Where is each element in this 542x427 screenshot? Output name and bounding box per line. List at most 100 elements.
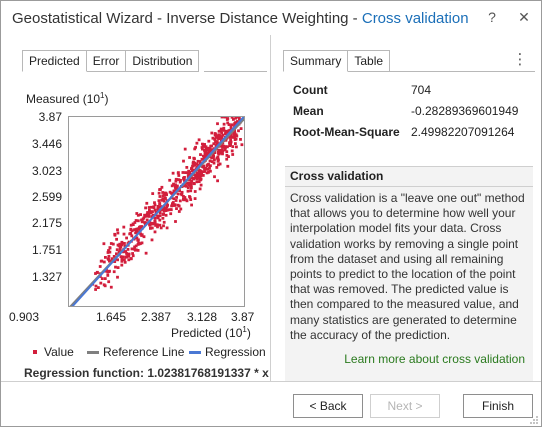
scatter-point <box>97 286 100 289</box>
scatter-point <box>137 242 140 246</box>
scatter-point <box>210 156 214 160</box>
scatter-point <box>209 149 213 153</box>
scatter-point <box>162 220 166 224</box>
scatter-point <box>191 164 194 168</box>
y-tick: 3.87 <box>38 110 62 124</box>
scatter-point <box>175 187 179 190</box>
footer-bar <box>1 381 541 426</box>
more-options-icon[interactable]: ⋮ <box>512 51 528 68</box>
scatter-point <box>187 182 191 185</box>
scatter-point <box>223 148 227 152</box>
line-swatch-icon <box>87 351 99 354</box>
y-tick: 2.599 <box>31 190 62 204</box>
x-tick: 2.387 <box>141 310 172 324</box>
scatter-point <box>205 171 209 175</box>
scatter-point <box>162 224 165 228</box>
scatter-point <box>152 222 155 225</box>
scatter-point <box>198 187 202 191</box>
learn-more-link[interactable]: Learn more about cross validation <box>344 352 525 366</box>
scatter-point <box>236 117 240 119</box>
scatter-point <box>214 140 217 144</box>
scatter-point <box>234 137 238 141</box>
scatter-point <box>129 227 133 231</box>
scatter-point <box>201 147 204 151</box>
scatter-point <box>194 176 198 180</box>
scatter-point <box>178 180 182 184</box>
scatter-point <box>100 277 104 280</box>
scatter-point <box>206 151 210 155</box>
scatter-point <box>157 199 161 203</box>
scatter-point <box>180 190 184 194</box>
scatter-point <box>139 242 142 245</box>
scatter-point <box>162 205 166 209</box>
scatter-point <box>164 207 168 210</box>
scatter-point <box>136 249 140 252</box>
scatter-point <box>139 213 142 216</box>
scatter-point <box>178 189 181 192</box>
scatter-point <box>197 138 201 142</box>
scatter-point <box>187 172 190 176</box>
legend-label: Reference Line <box>103 345 185 359</box>
scatter-point <box>220 151 224 155</box>
back-button[interactable]: < Back <box>293 394 363 418</box>
close-button[interactable]: ✕ <box>513 6 535 28</box>
scatter-point <box>120 263 124 267</box>
finish-button[interactable]: Finish <box>463 394 533 418</box>
scatter-point <box>133 245 136 249</box>
scatter-point <box>235 145 238 149</box>
tab-distribution[interactable]: Distribution <box>126 50 200 72</box>
tab-predicted[interactable]: Predicted <box>22 50 87 72</box>
scatter-point <box>226 145 229 149</box>
scatter-point <box>151 192 155 195</box>
scatter-point <box>219 129 223 132</box>
tab-table[interactable]: Table <box>348 50 391 72</box>
scatter-point <box>154 224 157 227</box>
tab-error[interactable]: Error <box>86 50 127 72</box>
scatter-point <box>152 206 156 210</box>
scatter-point <box>176 203 180 207</box>
title-bar: Geostatistical Wizard - Inverse Distance… <box>1 1 541 35</box>
next-button[interactable]: Next > <box>370 394 440 418</box>
resize-grip-icon[interactable] <box>529 415 539 425</box>
scatter-point <box>195 141 199 145</box>
scatter-point <box>220 135 224 138</box>
help-button[interactable]: ? <box>488 9 496 25</box>
scatter-point <box>190 179 194 183</box>
summary-value: 2.49982207091264 <box>411 125 515 139</box>
scatter-point <box>206 153 209 157</box>
scatter-point <box>161 197 165 200</box>
y-axis-label-exponent: 1 <box>100 91 105 100</box>
scatter-point <box>142 235 146 239</box>
scatter-plot[interactable] <box>68 116 245 307</box>
scatter-point <box>195 180 199 184</box>
scatter-point <box>213 132 217 135</box>
scatter-point <box>231 153 235 156</box>
scatter-point <box>230 135 234 139</box>
scatter-point <box>195 162 198 166</box>
scatter-point <box>123 258 126 262</box>
scatter-point <box>220 144 224 148</box>
scatter-point <box>215 166 219 169</box>
scatter-point <box>118 248 122 251</box>
tab-summary[interactable]: Summary <box>283 50 349 72</box>
window-title: Geostatistical Wizard - Inverse Distance… <box>12 10 469 27</box>
scatter-point <box>164 213 168 217</box>
scatter-point <box>199 178 202 182</box>
scatter-point <box>190 186 193 190</box>
scatter-point <box>156 225 159 229</box>
scatter-point <box>196 174 200 178</box>
scatter-point <box>182 198 186 202</box>
scatter-point <box>222 145 225 149</box>
scatter-point <box>121 255 125 259</box>
scatter-point <box>227 155 230 158</box>
scatter-point <box>113 232 117 236</box>
scatter-point <box>233 129 236 133</box>
panel-divider[interactable] <box>270 35 271 381</box>
scatter-point <box>216 122 219 126</box>
scatter-point <box>233 131 237 135</box>
scatter-point <box>193 197 197 200</box>
scatter-point <box>134 244 138 248</box>
scatter-point <box>168 190 172 194</box>
scatter-point <box>188 196 192 199</box>
scatter-point <box>177 171 180 174</box>
